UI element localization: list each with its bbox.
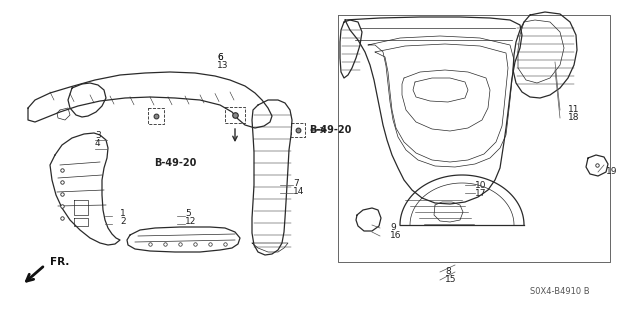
Text: 12: 12 (185, 217, 196, 226)
Text: B-49-20: B-49-20 (154, 158, 196, 168)
Text: 19: 19 (606, 167, 618, 176)
Text: S0X4-B4910 B: S0X4-B4910 B (530, 287, 590, 296)
Text: 6: 6 (217, 54, 223, 63)
Text: 5: 5 (185, 209, 191, 218)
Text: 16: 16 (390, 232, 401, 241)
Text: 6: 6 (217, 54, 223, 63)
Text: 3: 3 (95, 130, 100, 139)
Text: 15: 15 (445, 276, 456, 285)
Text: 7: 7 (293, 179, 299, 188)
Text: 11: 11 (568, 106, 579, 115)
Text: 8: 8 (445, 268, 451, 277)
Text: FR.: FR. (50, 257, 69, 267)
Text: B-49-20: B-49-20 (309, 125, 351, 135)
Text: 10: 10 (475, 181, 486, 189)
Text: 9: 9 (390, 224, 396, 233)
Text: 17: 17 (475, 189, 486, 197)
Text: 4: 4 (95, 139, 100, 149)
Text: 13: 13 (217, 62, 228, 70)
Text: 18: 18 (568, 114, 579, 122)
Text: 1: 1 (120, 209, 125, 218)
Text: 14: 14 (293, 187, 305, 196)
Text: 2: 2 (120, 217, 125, 226)
